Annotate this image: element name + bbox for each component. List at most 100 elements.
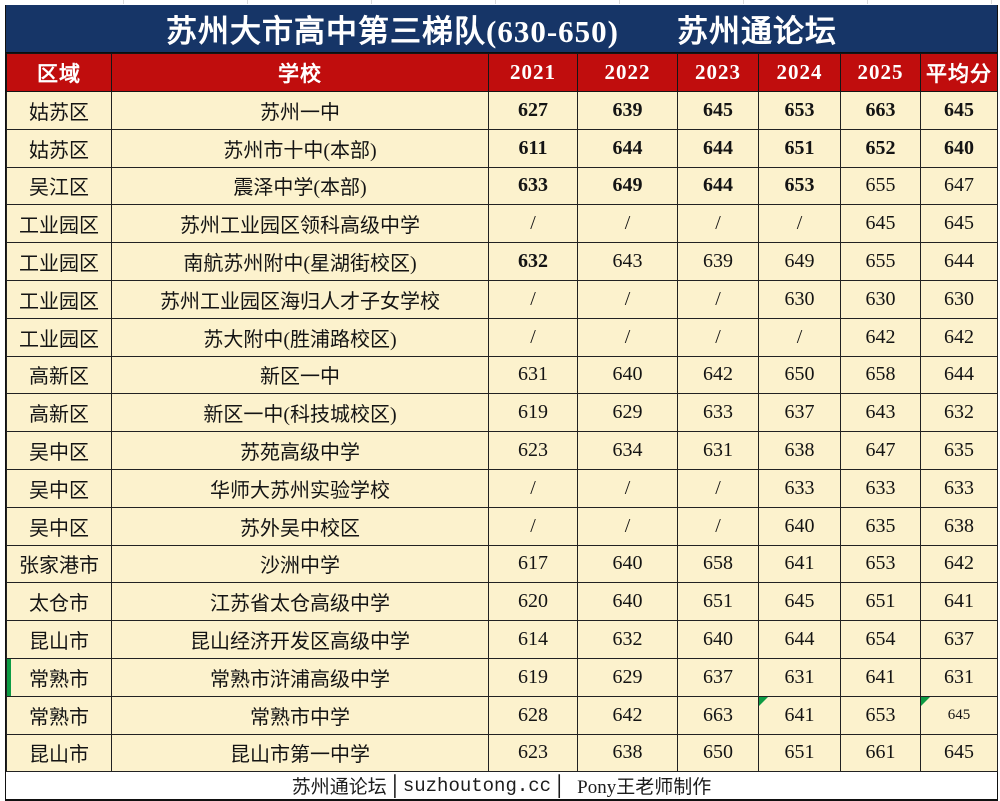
region-cell[interactable]: 常熟市 — [6, 695, 112, 735]
score-cell[interactable]: 640 — [577, 355, 678, 395]
score-cell[interactable]: 663 — [677, 695, 759, 735]
score-cell[interactable]: 635 — [840, 506, 921, 546]
region-cell[interactable]: 姑苏区 — [6, 128, 112, 168]
region-cell[interactable]: 工业园区 — [6, 317, 112, 357]
score-cell[interactable]: 650 — [758, 355, 841, 395]
score-cell[interactable]: 653 — [758, 91, 841, 130]
score-cell[interactable]: 627 — [488, 91, 578, 130]
score-cell[interactable]: / — [577, 204, 678, 244]
score-cell[interactable]: 637 — [920, 620, 998, 659]
score-cell[interactable]: 651 — [677, 582, 759, 622]
school-cell[interactable]: 新区一中 — [111, 355, 489, 395]
score-cell[interactable]: 620 — [488, 582, 578, 622]
school-cell[interactable]: 江苏省太仓高级中学 — [111, 582, 489, 622]
score-cell[interactable]: 617 — [488, 544, 578, 584]
header-cell-average[interactable]: 平均分 — [920, 53, 998, 92]
score-cell[interactable]: 642 — [840, 317, 921, 357]
score-cell[interactable]: 631 — [758, 657, 841, 697]
school-cell[interactable]: 南航苏州附中(星湖街校区) — [111, 242, 489, 281]
score-cell[interactable]: 647 — [840, 431, 921, 470]
score-cell[interactable]: 629 — [577, 657, 678, 697]
score-cell[interactable]: 655 — [840, 166, 921, 206]
table-footer-cell[interactable]: 苏州通论坛 │ suzhoutong.cc │ Pony王老师制作 — [6, 772, 997, 801]
score-cell[interactable]: 653 — [840, 544, 921, 584]
score-cell[interactable]: 633 — [840, 468, 921, 508]
score-cell[interactable]: / — [577, 506, 678, 546]
score-cell[interactable]: 634 — [577, 431, 678, 470]
school-cell[interactable]: 苏州工业园区海归人才子女学校 — [111, 279, 489, 319]
score-cell[interactable]: 655 — [840, 242, 921, 281]
score-cell[interactable]: 647 — [920, 166, 998, 206]
score-cell[interactable]: / — [677, 506, 759, 546]
region-cell[interactable]: 工业园区 — [6, 242, 112, 281]
score-cell[interactable]: / — [488, 506, 578, 546]
score-cell[interactable]: 640 — [758, 506, 841, 546]
score-cell[interactable]: 649 — [577, 166, 678, 206]
score-cell[interactable]: 619 — [488, 393, 578, 433]
score-cell[interactable]: 643 — [577, 242, 678, 281]
score-cell[interactable]: / — [758, 204, 841, 244]
school-cell[interactable]: 苏州一中 — [111, 91, 489, 130]
score-cell[interactable]: 645 — [677, 91, 759, 130]
score-cell[interactable]: 644 — [920, 242, 998, 281]
header-cell-school[interactable]: 学校 — [111, 53, 489, 92]
score-cell[interactable]: 644 — [758, 620, 841, 659]
score-cell[interactable]: / — [677, 317, 759, 357]
score-cell[interactable]: / — [758, 317, 841, 357]
score-cell[interactable]: 638 — [758, 431, 841, 470]
score-cell[interactable]: 638 — [920, 506, 998, 546]
school-cell[interactable]: 昆山市第一中学 — [111, 733, 489, 773]
region-cell[interactable]: 工业园区 — [6, 279, 112, 319]
score-cell[interactable]: / — [488, 317, 578, 357]
score-cell[interactable]: 632 — [920, 393, 998, 433]
score-cell[interactable]: / — [488, 279, 578, 319]
region-cell[interactable]: 吴中区 — [6, 468, 112, 508]
region-cell[interactable]: 昆山市 — [6, 733, 112, 773]
school-cell[interactable]: 苏苑高级中学 — [111, 431, 489, 470]
score-cell[interactable]: 644 — [677, 128, 759, 168]
region-cell[interactable]: 常熟市 — [6, 657, 112, 697]
header-cell-2022[interactable]: 2022 — [577, 53, 678, 92]
score-cell[interactable]: 653 — [758, 166, 841, 206]
school-cell[interactable]: 常熟市浒浦高级中学 — [111, 657, 489, 697]
region-cell[interactable]: 高新区 — [6, 355, 112, 395]
score-cell[interactable]: / — [577, 279, 678, 319]
region-cell[interactable]: 太仓市 — [6, 582, 112, 622]
score-cell[interactable]: 651 — [840, 582, 921, 622]
score-cell[interactable]: 645 — [758, 582, 841, 622]
region-cell[interactable]: 吴江区 — [6, 166, 112, 206]
score-cell[interactable]: / — [488, 468, 578, 508]
score-cell[interactable]: 644 — [577, 128, 678, 168]
score-cell[interactable]: 639 — [577, 91, 678, 130]
score-cell[interactable]: 641 — [758, 544, 841, 584]
score-cell[interactable]: 630 — [758, 279, 841, 319]
score-cell[interactable]: 614 — [488, 620, 578, 659]
score-cell[interactable]: 633 — [920, 468, 998, 508]
score-cell[interactable]: 653 — [840, 695, 921, 735]
school-cell[interactable]: 昆山经济开发区高级中学 — [111, 620, 489, 659]
score-cell[interactable]: 623 — [488, 733, 578, 773]
score-cell[interactable]: 619 — [488, 657, 578, 697]
score-cell[interactable]: 645 — [920, 733, 998, 773]
score-cell[interactable]: 629 — [577, 393, 678, 433]
score-cell[interactable]: 633 — [677, 393, 759, 433]
score-cell[interactable]: / — [677, 468, 759, 508]
school-cell[interactable]: 华师大苏州实验学校 — [111, 468, 489, 508]
score-cell[interactable]: 640 — [577, 544, 678, 584]
school-cell[interactable]: 新区一中(科技城校区) — [111, 393, 489, 433]
score-cell[interactable]: / — [677, 279, 759, 319]
score-cell[interactable]: 652 — [840, 128, 921, 168]
school-cell[interactable]: 苏州市十中(本部) — [111, 128, 489, 168]
score-cell[interactable]: 639 — [677, 242, 759, 281]
score-cell[interactable]: 641 — [920, 582, 998, 622]
region-cell[interactable]: 高新区 — [6, 393, 112, 433]
score-cell[interactable]: 642 — [920, 317, 998, 357]
score-cell[interactable]: 644 — [677, 166, 759, 206]
score-cell[interactable]: 644 — [920, 355, 998, 395]
score-cell[interactable]: / — [488, 204, 578, 244]
score-cell[interactable]: 631 — [488, 355, 578, 395]
region-cell[interactable]: 工业园区 — [6, 204, 112, 244]
score-cell[interactable]: 637 — [758, 393, 841, 433]
score-cell[interactable]: 630 — [840, 279, 921, 319]
school-cell[interactable]: 苏外吴中校区 — [111, 506, 489, 546]
